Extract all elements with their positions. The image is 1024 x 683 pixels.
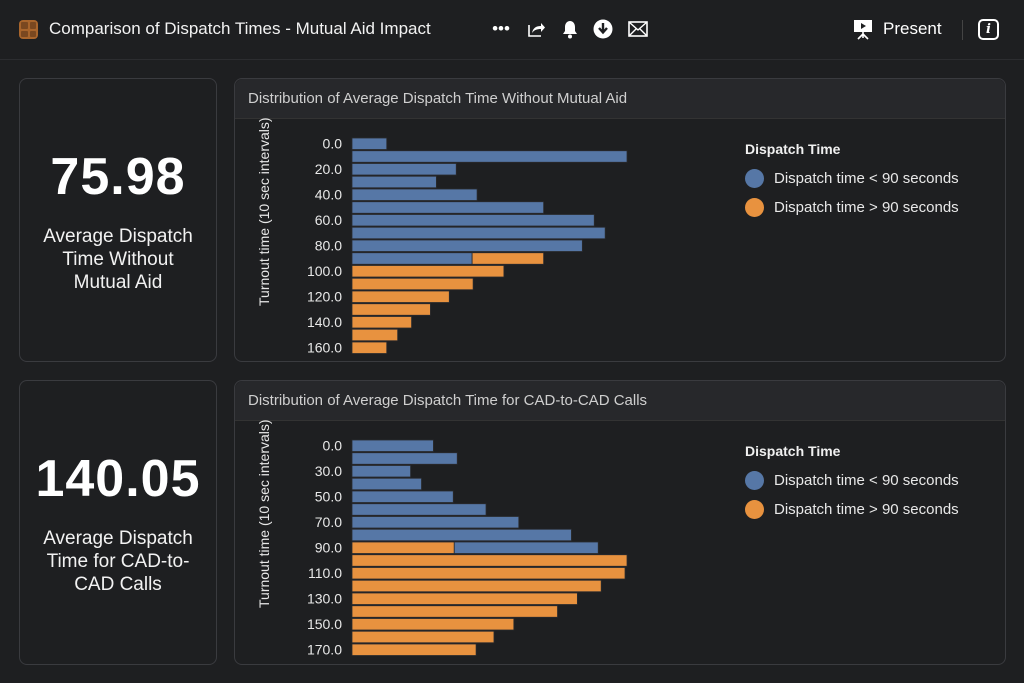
bar-under-90-40.0[interactable] — [351, 477, 422, 491]
y-tick-label: 0.0 — [323, 136, 343, 152]
bar-over-90-150.0[interactable] — [351, 618, 515, 631]
bar-under-90-60.0[interactable] — [351, 214, 595, 227]
app-logo-icon — [19, 20, 38, 39]
y-tick-label: 30.0 — [315, 463, 342, 479]
bar-over-90-140.0[interactable] — [351, 316, 412, 329]
dashboard-title: Comparison of Dispatch Times - Mutual Ai… — [49, 19, 431, 38]
kpi-value: 75.98 — [50, 147, 186, 206]
legend-item-over-90[interactable]: Dispatch time > 90 seconds — [745, 193, 959, 222]
bar-under-90-70.0[interactable] — [351, 226, 606, 240]
legend-dot-icon — [745, 471, 764, 490]
bar-over-90-110.0[interactable] — [351, 277, 474, 291]
bar-under-90-70.0[interactable] — [351, 516, 520, 529]
more-icon[interactable]: ••• — [492, 19, 510, 38]
chart-title: Distribution of Average Dispatch Time Wi… — [235, 79, 1005, 119]
bar-over-90-90.0[interactable] — [351, 541, 455, 554]
kpi-label: Average Dispatch Time Without Mutual Aid — [43, 225, 193, 293]
bar-under-90-30.0[interactable] — [351, 175, 437, 189]
download-icon[interactable] — [592, 18, 614, 40]
bar-under-90-90.0[interactable] — [453, 541, 599, 554]
bar-over-90-120.0[interactable] — [351, 290, 450, 303]
bar-plot: 0.0 20.0 40.0 60.0 80.0 100.0 120.0 140.0 160.0 — [307, 136, 628, 356]
bar-under-90-80.0[interactable] — [351, 239, 583, 252]
share-icon[interactable] — [525, 18, 547, 40]
bar-under-90-0.0[interactable] — [351, 439, 434, 452]
bar-under-90-0.0[interactable] — [351, 137, 388, 150]
present-icon — [854, 20, 872, 40]
legend-dot-icon — [745, 169, 764, 188]
legend-item-under-90[interactable]: Dispatch time < 90 seconds — [745, 164, 959, 193]
bar-over-90-130.0[interactable] — [351, 303, 431, 316]
legend-item-under-90[interactable]: Dispatch time < 90 seconds — [745, 466, 959, 495]
bar-over-90-160.0[interactable] — [351, 630, 495, 644]
legend-label: Dispatch time < 90 seconds — [774, 170, 959, 187]
bar-over-90-140.0[interactable] — [351, 605, 558, 618]
bar-over-90-90.0[interactable] — [471, 252, 545, 265]
info-icon[interactable]: i — [978, 19, 999, 40]
chart-card-without-mutual-aid: Distribution of Average Dispatch Time Wi… — [234, 78, 1006, 362]
kpi-label: Average Dispatch Time for CAD-to-CAD Cal… — [43, 528, 193, 595]
legend-dot-icon — [745, 500, 764, 519]
bar-under-90-20.0[interactable] — [351, 163, 457, 176]
bar-over-90-110.0[interactable] — [351, 567, 626, 580]
bar-over-90-150.0[interactable] — [351, 328, 399, 342]
kpi-value: 140.05 — [35, 450, 201, 508]
chart-card-cad-to-cad: Distribution of Average Dispatch Time fo… — [234, 380, 1006, 665]
bar-over-90-120.0[interactable] — [351, 579, 602, 593]
bar-under-90-30.0[interactable] — [351, 465, 411, 478]
legend: Dispatch Time Dispatch time < 90 seconds… — [745, 443, 959, 524]
present-label: Present — [883, 19, 942, 38]
y-tick-label: 160.0 — [307, 340, 342, 356]
y-tick-label: 50.0 — [315, 489, 342, 505]
legend: Dispatch Time Dispatch time < 90 seconds… — [745, 141, 959, 222]
bar-under-90-40.0[interactable] — [351, 188, 478, 201]
bar-under-90-80.0[interactable] — [351, 528, 572, 542]
y-tick-label: 130.0 — [307, 591, 342, 607]
kpi-card-cad-to-cad: 140.05 Average Dispatch Time for CAD-to-… — [19, 380, 217, 665]
bar-under-90-50.0[interactable] — [351, 201, 545, 214]
y-tick-label: 140.0 — [307, 314, 342, 330]
legend-label: Dispatch time < 90 seconds — [774, 472, 959, 489]
bar-plot: 0.0 30.0 50.0 70.0 90.0 110.0 130.0 150.0 170.0 — [307, 438, 628, 658]
y-tick-label: 40.0 — [315, 187, 342, 203]
bar-over-90-100.0[interactable] — [351, 265, 505, 278]
legend-dot-icon — [745, 198, 764, 217]
legend-label: Dispatch time > 90 seconds — [774, 199, 959, 216]
y-tick-label: 120.0 — [307, 289, 342, 305]
legend-item-over-90[interactable]: Dispatch time > 90 seconds — [745, 495, 959, 524]
chart-title: Distribution of Average Dispatch Time fo… — [235, 381, 1005, 421]
bar-under-90-10.0[interactable] — [351, 150, 628, 163]
bar-under-90-90.0[interactable] — [351, 252, 473, 265]
y-tick-label: 0.0 — [323, 438, 343, 454]
legend-title: Dispatch Time — [745, 141, 841, 157]
mail-icon[interactable] — [627, 18, 649, 40]
y-tick-label: 70.0 — [315, 514, 342, 530]
y-tick-label: 100.0 — [307, 263, 342, 279]
divider — [962, 20, 963, 40]
y-tick-label: 150.0 — [307, 616, 342, 632]
present-button[interactable]: Present — [853, 18, 942, 40]
y-tick-label: 170.0 — [307, 642, 342, 658]
bar-under-90-20.0[interactable] — [351, 452, 458, 465]
y-tick-label: 20.0 — [315, 161, 342, 177]
bar-under-90-50.0[interactable] — [351, 490, 454, 503]
legend-title: Dispatch Time — [745, 443, 841, 459]
bar-under-90-60.0[interactable] — [351, 503, 487, 516]
bar-over-90-130.0[interactable] — [351, 592, 578, 605]
y-tick-label: 90.0 — [315, 540, 342, 556]
legend-label: Dispatch time > 90 seconds — [774, 501, 959, 518]
bar-over-90-100.0[interactable] — [351, 554, 628, 567]
kpi-card-without-mutual-aid: 75.98 Average Dispatch Time Without Mutu… — [19, 78, 217, 362]
y-tick-label: 80.0 — [315, 238, 342, 254]
bar-over-90-170.0[interactable] — [351, 643, 477, 656]
bar-over-90-160.0[interactable] — [351, 341, 388, 354]
y-tick-label: 110.0 — [308, 565, 342, 581]
top-bar: Comparison of Dispatch Times - Mutual Ai… — [0, 0, 1024, 60]
y-tick-label: 60.0 — [315, 212, 342, 228]
bell-icon[interactable] — [559, 18, 581, 40]
